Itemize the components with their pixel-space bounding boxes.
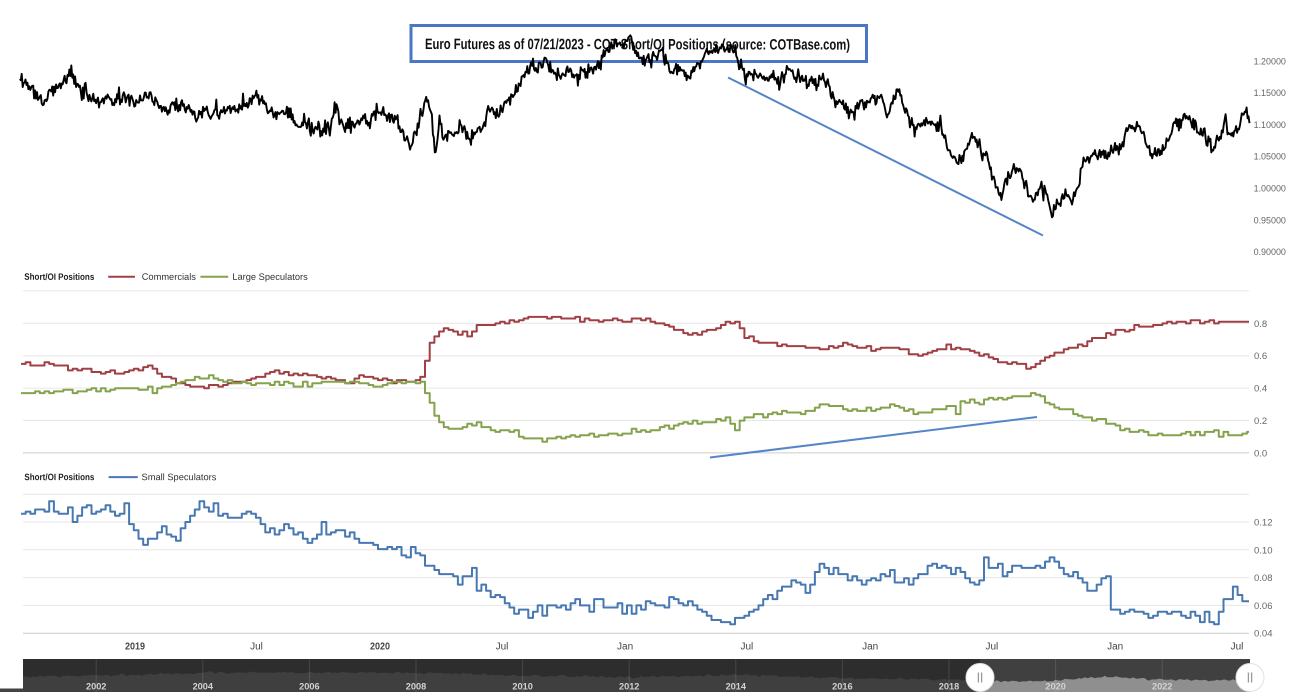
svg-text:0.95000: 0.95000 xyxy=(1254,215,1286,226)
svg-text:1.20000: 1.20000 xyxy=(1254,56,1286,67)
svg-text:0.8: 0.8 xyxy=(1254,319,1267,330)
svg-text:Jul: Jul xyxy=(986,642,999,653)
svg-text:Jul: Jul xyxy=(496,642,509,653)
svg-text:Jul: Jul xyxy=(250,642,263,653)
svg-text:Large Speculators: Large Speculators xyxy=(232,272,308,282)
svg-text:2014: 2014 xyxy=(726,682,747,692)
svg-text:2006: 2006 xyxy=(299,682,319,692)
svg-text:0.90000: 0.90000 xyxy=(1254,247,1286,258)
svg-text:2012: 2012 xyxy=(619,682,639,692)
svg-text:0.0: 0.0 xyxy=(1254,448,1267,459)
svg-text:0.12: 0.12 xyxy=(1254,518,1273,529)
svg-text:0.4: 0.4 xyxy=(1254,384,1267,395)
svg-text:0.6: 0.6 xyxy=(1254,351,1267,362)
svg-text:0.10: 0.10 xyxy=(1254,545,1273,556)
svg-text:1.15000: 1.15000 xyxy=(1254,88,1286,99)
svg-text:2002: 2002 xyxy=(86,682,106,692)
svg-text:Euro Futures as of 07/21/2023: Euro Futures as of 07/21/2023 - COT Shor… xyxy=(425,36,850,54)
svg-text:0.06: 0.06 xyxy=(1254,601,1273,612)
svg-text:2019: 2019 xyxy=(125,642,145,653)
svg-text:0.08: 0.08 xyxy=(1254,573,1273,584)
svg-text:1.10000: 1.10000 xyxy=(1254,120,1286,131)
svg-text:1.00000: 1.00000 xyxy=(1254,184,1286,195)
svg-text:Jul: Jul xyxy=(1231,642,1244,653)
svg-text:Jan: Jan xyxy=(862,642,878,653)
svg-text:2020: 2020 xyxy=(1045,682,1065,692)
svg-text:2022: 2022 xyxy=(1152,682,1172,692)
svg-text:Jan: Jan xyxy=(617,642,633,653)
svg-text:2008: 2008 xyxy=(406,682,426,692)
svg-text:Small Speculators: Small Speculators xyxy=(141,472,216,482)
svg-text:Short/OI Positions: Short/OI Positions xyxy=(24,272,94,282)
svg-text:1.05000: 1.05000 xyxy=(1254,152,1286,163)
svg-text:Jul: Jul xyxy=(741,642,754,653)
svg-text:Jan: Jan xyxy=(1107,642,1123,653)
svg-text:0.2: 0.2 xyxy=(1254,416,1267,427)
svg-text:0.04: 0.04 xyxy=(1254,629,1273,640)
svg-text:2010: 2010 xyxy=(512,682,532,692)
svg-text:Short/OI Positions: Short/OI Positions xyxy=(24,472,94,482)
svg-text:2016: 2016 xyxy=(832,682,852,692)
svg-text:Commercials: Commercials xyxy=(142,272,197,282)
svg-text:2004: 2004 xyxy=(193,682,214,692)
svg-text:2020: 2020 xyxy=(370,642,390,653)
svg-text:2018: 2018 xyxy=(939,682,959,692)
